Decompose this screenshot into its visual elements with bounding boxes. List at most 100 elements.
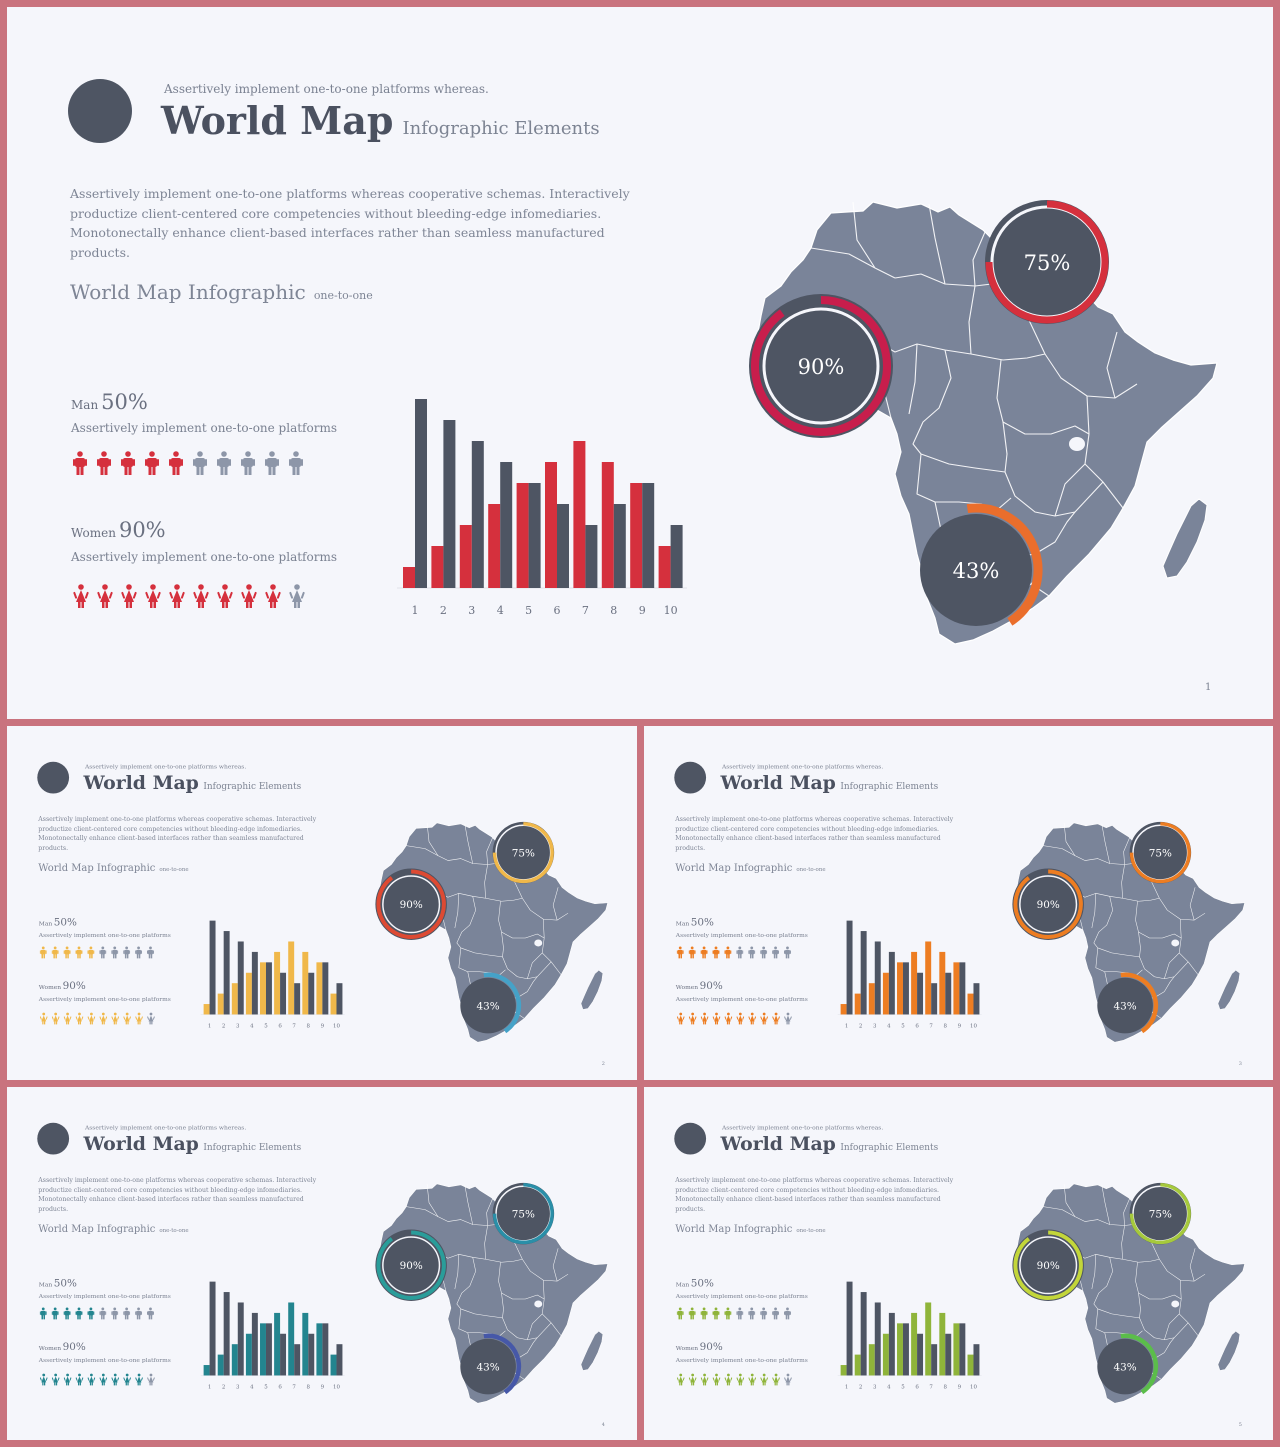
x-tick-label: 6 bbox=[554, 604, 561, 617]
bar-series-2 bbox=[459, 525, 472, 588]
bar-series-1 bbox=[945, 972, 952, 1015]
x-tick-label: 3 bbox=[236, 1384, 240, 1390]
section-subtitle: one-to-one bbox=[159, 1227, 189, 1234]
bar-series-2 bbox=[601, 462, 614, 588]
x-tick-label: 8 bbox=[944, 1023, 948, 1029]
bar-series-2 bbox=[868, 1344, 875, 1376]
x-tick-label: 7 bbox=[292, 1023, 296, 1029]
donut-90-center bbox=[1019, 1236, 1078, 1295]
bar-series-1 bbox=[223, 931, 230, 1015]
section-heading: World Map Infographic one-to-one bbox=[38, 1223, 188, 1235]
page-number: 1 bbox=[1205, 682, 1212, 693]
bar-series-1 bbox=[265, 1323, 272, 1376]
bar-series-1 bbox=[237, 941, 244, 1015]
page-number: 3 bbox=[1238, 1061, 1242, 1067]
bar-series-2 bbox=[630, 483, 643, 588]
man-icon-filled bbox=[700, 1307, 708, 1320]
women-icon-filled bbox=[63, 1012, 72, 1025]
donut-75: 75% bbox=[492, 1182, 555, 1245]
bar-series-2 bbox=[854, 993, 861, 1015]
section-subtitle: one-to-one bbox=[796, 1227, 826, 1234]
donut-43-label: 43% bbox=[1114, 1362, 1137, 1374]
women-icon-filled bbox=[676, 1373, 685, 1386]
donut-43-center bbox=[460, 977, 516, 1034]
title-dot bbox=[37, 761, 70, 794]
bar-series-2 bbox=[316, 962, 323, 1015]
kicker-text: Assertively implement one-to-one platfor… bbox=[164, 82, 489, 96]
bar-series-2 bbox=[573, 441, 586, 588]
donut-75-label: 75% bbox=[1149, 848, 1172, 860]
slide-title: World Map bbox=[161, 98, 394, 143]
man-icon-empty bbox=[99, 946, 107, 959]
section-title: World Map Infographic bbox=[70, 280, 306, 304]
africa-map: 75% 90% 43% bbox=[1012, 1182, 1246, 1404]
man-icon-filled bbox=[688, 1307, 696, 1320]
donut-90-arc bbox=[1013, 869, 1083, 939]
bar-series-2 bbox=[882, 972, 889, 1015]
kicker-text: Assertively implement one-to-one platfor… bbox=[84, 763, 247, 771]
women-icon-filled bbox=[760, 1373, 768, 1386]
x-tick-label: 1 bbox=[208, 1023, 211, 1029]
donut-75-label: 75% bbox=[1024, 251, 1071, 275]
bar-series-2 bbox=[854, 1354, 861, 1376]
women-stat: Women90% bbox=[676, 980, 723, 992]
slide-title: World Map bbox=[83, 1132, 199, 1155]
man-icon-filled bbox=[51, 1307, 59, 1320]
man-icon-empty bbox=[265, 451, 279, 475]
women-icon-filled bbox=[772, 1012, 780, 1025]
bar-series-1 bbox=[902, 962, 909, 1015]
man-stat: Man50% bbox=[39, 916, 77, 928]
women-pictogram bbox=[38, 1373, 157, 1387]
bar-series-1 bbox=[874, 1302, 881, 1376]
bar-series-1 bbox=[336, 983, 343, 1015]
bar-series-1 bbox=[888, 1312, 895, 1376]
man-pictogram bbox=[38, 1307, 157, 1321]
section-heading: World Map Infographic one-to-one bbox=[70, 280, 373, 304]
bar-series-1 bbox=[917, 1333, 924, 1376]
man-label: Man bbox=[38, 1281, 53, 1289]
donut-90-arc bbox=[376, 869, 446, 939]
women-icon-filled bbox=[676, 1012, 685, 1025]
x-tick-label: 10 bbox=[664, 604, 678, 617]
man-icon-empty bbox=[193, 451, 207, 475]
man-icon-filled bbox=[51, 946, 59, 959]
women-description: Assertively implement one-to-one platfor… bbox=[38, 1356, 171, 1364]
donut-90-arc bbox=[751, 296, 891, 436]
bar-series-1 bbox=[336, 1344, 343, 1376]
section-heading: World Map Infographic one-to-one bbox=[38, 862, 188, 874]
women-icon-empty bbox=[147, 1012, 155, 1025]
bar-series-2 bbox=[953, 1323, 960, 1376]
man-pictogram bbox=[69, 451, 309, 479]
x-tick-label: 6 bbox=[915, 1384, 919, 1390]
women-icon-filled bbox=[123, 1012, 131, 1025]
x-tick-label: 9 bbox=[958, 1384, 962, 1390]
man-icon-empty bbox=[217, 451, 231, 475]
bar-series-2 bbox=[288, 941, 295, 1015]
women-icon-filled bbox=[760, 1012, 768, 1025]
bar-series-2 bbox=[231, 983, 238, 1015]
man-icon-empty bbox=[784, 1307, 791, 1320]
man-pictogram bbox=[675, 1307, 794, 1321]
man-icon-filled bbox=[73, 451, 87, 475]
man-icon-empty bbox=[736, 946, 744, 959]
women-icon-filled bbox=[97, 584, 113, 608]
section-title: World Map Infographic bbox=[38, 861, 156, 874]
women-description: Assertively implement one-to-one platfor… bbox=[675, 1356, 808, 1364]
women-icon-filled bbox=[724, 1012, 733, 1025]
x-tick-label: 10 bbox=[333, 1384, 340, 1390]
title-dot bbox=[674, 761, 707, 794]
man-stat: Man50% bbox=[39, 1277, 77, 1289]
x-tick-label: 8 bbox=[307, 1023, 311, 1029]
bar-series-1 bbox=[888, 951, 895, 1015]
man-icon-empty bbox=[135, 946, 143, 959]
women-label: Women bbox=[675, 983, 699, 991]
bar-series-1 bbox=[415, 399, 427, 588]
body-paragraph: Assertively implement one-to-one platfor… bbox=[675, 814, 954, 852]
women-icon-filled bbox=[712, 1012, 721, 1025]
donut-90: 90% bbox=[1012, 868, 1084, 940]
donut-43-center bbox=[1097, 977, 1153, 1034]
women-pictogram bbox=[69, 584, 309, 612]
bar-series-1 bbox=[237, 1302, 244, 1376]
x-tick-label: 2 bbox=[440, 604, 447, 617]
women-icon-filled bbox=[772, 1373, 780, 1386]
